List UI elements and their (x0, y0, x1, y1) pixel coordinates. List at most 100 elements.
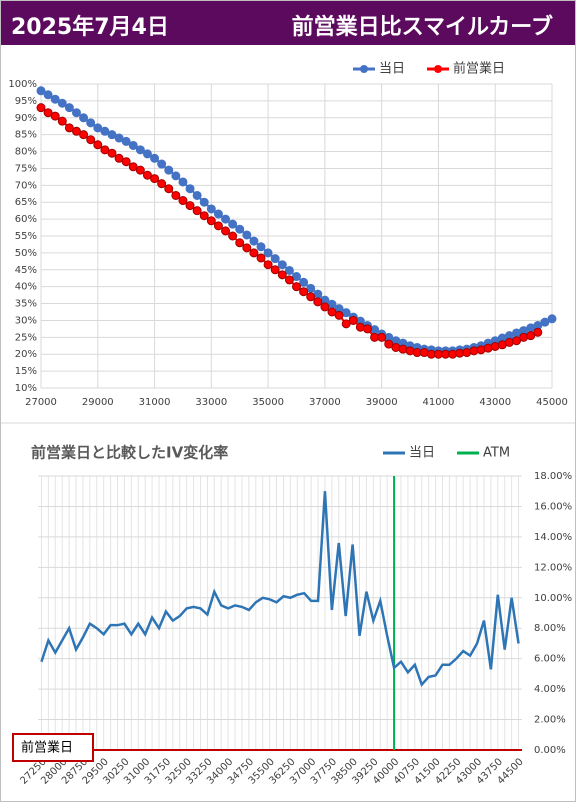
marker (242, 230, 252, 240)
marker (135, 145, 145, 155)
marker (256, 242, 266, 252)
marker (135, 165, 145, 175)
marker (57, 98, 67, 108)
marker (142, 149, 152, 159)
y-tick-label: 90% (15, 113, 37, 124)
marker (79, 113, 89, 123)
marker (114, 133, 124, 143)
marker (334, 310, 344, 320)
marker (277, 270, 287, 280)
marker (341, 319, 351, 329)
marker (313, 297, 323, 307)
marker (292, 272, 301, 282)
marker (292, 282, 301, 292)
marker (221, 214, 231, 224)
header-date: 2025年7月4日 (11, 15, 169, 40)
marker (93, 140, 103, 150)
y-tick-label: 50% (15, 248, 37, 259)
y-tick-label: 6.00% (534, 654, 566, 665)
marker (178, 177, 188, 187)
marker (79, 130, 89, 140)
marker (142, 170, 152, 180)
chart-title: 前営業日と比較したIV変化率 (31, 444, 228, 462)
legend-label: ATM (483, 446, 510, 461)
marker (299, 277, 309, 287)
marker (263, 260, 273, 270)
marker (192, 190, 202, 200)
marker (270, 254, 280, 264)
marker (71, 126, 81, 136)
marker (242, 243, 252, 253)
marker (121, 136, 131, 146)
y-tick-label: 10% (15, 383, 37, 394)
x-tick-label: 35000 (252, 397, 284, 408)
marker (221, 226, 231, 236)
marker (86, 118, 96, 128)
marker (185, 201, 195, 211)
legend-marker (434, 65, 443, 73)
marker (306, 292, 316, 302)
y-tick-label: 25% (15, 332, 37, 343)
marker (299, 287, 309, 297)
marker (178, 196, 188, 206)
marker (157, 159, 167, 169)
marker (199, 211, 209, 221)
marker (43, 90, 53, 100)
marker (93, 123, 103, 133)
x-tick-label: 33000 (195, 397, 227, 408)
marker (526, 331, 536, 341)
y-tick-label: 15% (15, 366, 37, 377)
y-tick-label: 30% (15, 315, 37, 326)
y-tick-label: 65% (15, 197, 37, 208)
x-tick-label: 29000 (82, 397, 114, 408)
marker (547, 314, 557, 324)
y-tick-label: 95% (15, 96, 37, 107)
x-tick-label: 31000 (139, 397, 171, 408)
y-tick-label: 2.00% (534, 715, 566, 726)
marker (512, 336, 522, 346)
marker (50, 111, 60, 121)
baseline-label: 前営業日 (21, 740, 73, 756)
marker (36, 86, 46, 96)
legend-marker (360, 65, 368, 73)
marker (192, 206, 202, 216)
marker (362, 324, 372, 334)
legend-label: 当日 (409, 446, 435, 461)
legend-label: 前営業日 (453, 61, 505, 77)
y-tick-label: 80% (15, 147, 37, 158)
y-tick-label: 8.00% (534, 623, 566, 634)
marker (57, 116, 67, 126)
y-tick-label: 75% (15, 163, 37, 174)
marker (327, 307, 337, 317)
y-tick-label: 20% (15, 349, 37, 360)
marker (284, 275, 294, 285)
marker (71, 108, 81, 118)
marker (256, 253, 266, 263)
marker (206, 216, 216, 226)
x-tick-label: 37000 (309, 397, 341, 408)
marker (100, 145, 110, 155)
marker (171, 171, 181, 181)
x-tick-label: 45000 (536, 397, 568, 408)
header-title: 前営業日比スマイルカーブ (291, 15, 553, 40)
y-tick-label: 100% (8, 79, 37, 90)
marker (249, 248, 259, 258)
y-tick-label: 55% (15, 231, 37, 242)
marker (277, 260, 287, 270)
y-tick-label: 40% (15, 282, 37, 293)
marker (121, 157, 131, 167)
y-tick-label: 18.00% (534, 471, 572, 482)
y-tick-label: 70% (15, 180, 37, 191)
marker (199, 197, 209, 207)
marker (150, 153, 160, 163)
marker (263, 248, 273, 258)
marker (43, 108, 53, 118)
y-tick-label: 14.00% (534, 532, 572, 543)
marker (36, 103, 46, 113)
marker (114, 153, 124, 163)
marker (185, 184, 195, 194)
y-tick-label: 10.00% (534, 593, 572, 604)
x-tick-label: 39000 (366, 397, 398, 408)
